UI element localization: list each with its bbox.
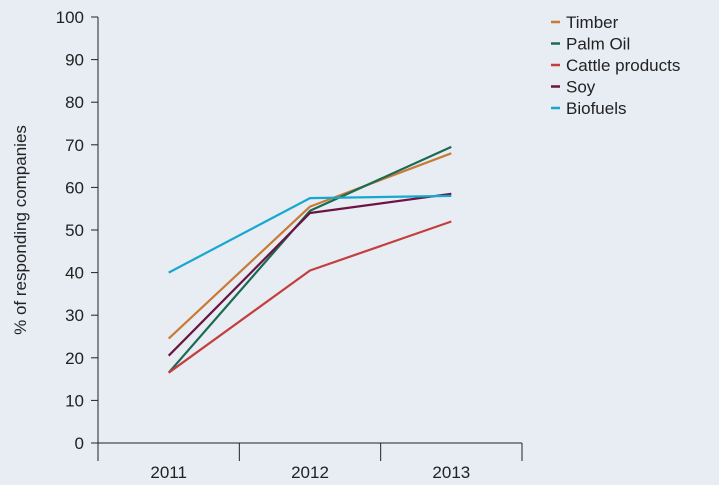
x-tick-label: 2011 xyxy=(150,463,187,482)
legend-label: Palm Oil xyxy=(566,35,630,54)
y-tick-label: 80 xyxy=(65,93,84,112)
y-tick-label: 20 xyxy=(65,349,84,368)
series-line-biofuels xyxy=(168,194,452,274)
y-tick-label: 10 xyxy=(65,391,84,410)
legend-label: Timber xyxy=(566,13,619,32)
series-line-palm-oil xyxy=(167,145,452,374)
legend-label: Cattle products xyxy=(566,56,680,75)
y-tick-label: 40 xyxy=(65,264,84,283)
y-tick-label: 70 xyxy=(65,136,84,155)
y-tick-label: 90 xyxy=(65,51,84,70)
y-axis-title: % of responding companies xyxy=(11,125,30,335)
legend-label: Biofuels xyxy=(566,99,626,118)
y-tick-label: 100 xyxy=(56,8,84,27)
y-tick-label: 50 xyxy=(65,221,84,240)
x-tick-label: 2013 xyxy=(432,463,470,482)
legend-label: Soy xyxy=(566,78,596,97)
y-tick-label: 0 xyxy=(75,434,84,453)
y-tick-label: 60 xyxy=(65,178,84,197)
legend: Timber Palm Oil Cattle products Soy Biofuels xyxy=(551,13,680,118)
series-line-soy xyxy=(167,192,452,357)
series-lines xyxy=(167,145,452,374)
x-tick-label: 2012 xyxy=(291,463,329,482)
series-line-timber xyxy=(167,152,452,340)
y-tick-label: 30 xyxy=(65,306,84,325)
series-line-cattle-products xyxy=(168,220,452,374)
axes: 0 10 20 30 40 50 60 70 80 90 100 2011 2012 2013 xyxy=(56,8,523,482)
